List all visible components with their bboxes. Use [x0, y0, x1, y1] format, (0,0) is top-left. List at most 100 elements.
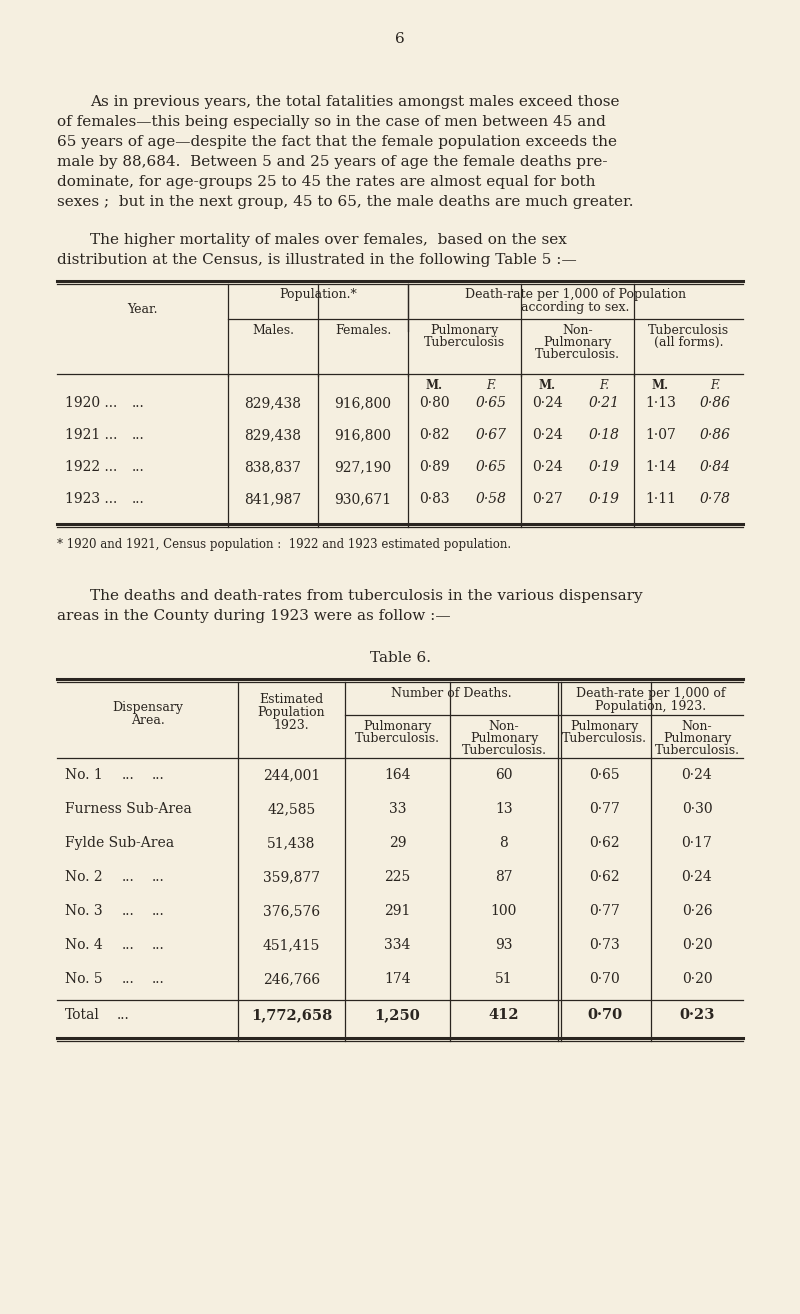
- Text: 8: 8: [500, 836, 508, 850]
- Text: 0·19: 0·19: [589, 460, 619, 474]
- Text: 930,671: 930,671: [334, 491, 391, 506]
- Text: Furness Sub-Area: Furness Sub-Area: [65, 802, 192, 816]
- Text: ...: ...: [132, 491, 145, 506]
- Text: Death-rate per 1,000 of Population: Death-rate per 1,000 of Population: [465, 288, 686, 301]
- Text: 13: 13: [495, 802, 513, 816]
- Text: Pulmonary: Pulmonary: [430, 325, 498, 336]
- Text: Population: Population: [258, 706, 326, 719]
- Text: Females.: Females.: [335, 325, 391, 336]
- Text: 0·86: 0·86: [699, 428, 730, 442]
- Text: 838,837: 838,837: [245, 460, 302, 474]
- Text: 1920 ...: 1920 ...: [65, 396, 118, 410]
- Text: 246,766: 246,766: [263, 972, 320, 986]
- Text: M.: M.: [426, 378, 443, 392]
- Text: 1·14: 1·14: [645, 460, 676, 474]
- Text: 1,772,658: 1,772,658: [251, 1008, 332, 1022]
- Text: 916,800: 916,800: [334, 428, 391, 442]
- Text: 0·20: 0·20: [682, 938, 712, 953]
- Text: male by 88,684.  Between 5 and 25 years of age the female deaths pre-: male by 88,684. Between 5 and 25 years o…: [57, 155, 607, 170]
- Text: 29: 29: [389, 836, 406, 850]
- Text: ...: ...: [122, 938, 134, 953]
- Text: Dispensary: Dispensary: [112, 700, 183, 714]
- Text: 0·70: 0·70: [587, 1008, 622, 1022]
- Text: ...: ...: [122, 870, 134, 884]
- Text: 0·24: 0·24: [532, 428, 563, 442]
- Text: F.: F.: [599, 378, 609, 392]
- Text: areas in the County during 1923 were as follow :—: areas in the County during 1923 were as …: [57, 608, 450, 623]
- Text: 0·27: 0·27: [532, 491, 563, 506]
- Text: 841,987: 841,987: [244, 491, 302, 506]
- Text: 0·70: 0·70: [589, 972, 620, 986]
- Text: ...: ...: [132, 396, 145, 410]
- Text: Pulmonary: Pulmonary: [363, 720, 432, 733]
- Text: No. 1: No. 1: [65, 767, 102, 782]
- Text: As in previous years, the total fatalities amongst males exceed those: As in previous years, the total fataliti…: [90, 95, 619, 109]
- Text: 0·18: 0·18: [589, 428, 619, 442]
- Text: ...: ...: [122, 904, 134, 918]
- Text: 0·77: 0·77: [589, 904, 620, 918]
- Text: 1·11: 1·11: [645, 491, 676, 506]
- Text: 829,438: 829,438: [245, 396, 302, 410]
- Text: 1,250: 1,250: [374, 1008, 420, 1022]
- Text: Pulmonary: Pulmonary: [570, 720, 638, 733]
- Text: 0·24: 0·24: [532, 460, 563, 474]
- Text: 33: 33: [389, 802, 406, 816]
- Text: 0·23: 0·23: [679, 1008, 714, 1022]
- Text: (all forms).: (all forms).: [654, 336, 723, 350]
- Text: No. 3: No. 3: [65, 904, 102, 918]
- Text: Non-: Non-: [682, 720, 712, 733]
- Text: Non-: Non-: [562, 325, 593, 336]
- Text: 0·17: 0·17: [682, 836, 713, 850]
- Text: Total: Total: [65, 1008, 100, 1022]
- Text: 0·65: 0·65: [589, 767, 620, 782]
- Text: distribution at the Census, is illustrated in the following Table 5 :—: distribution at the Census, is illustrat…: [57, 254, 577, 267]
- Text: 60: 60: [495, 767, 513, 782]
- Text: Pulmonary: Pulmonary: [543, 336, 612, 350]
- Text: Pulmonary: Pulmonary: [470, 732, 538, 745]
- Text: 0·65: 0·65: [475, 460, 506, 474]
- Text: 0·89: 0·89: [419, 460, 450, 474]
- Text: Death-rate per 1,000 of: Death-rate per 1,000 of: [576, 687, 726, 700]
- Text: Year.: Year.: [127, 304, 158, 315]
- Text: 829,438: 829,438: [245, 428, 302, 442]
- Text: 0·24: 0·24: [682, 767, 712, 782]
- Text: 916,800: 916,800: [334, 396, 391, 410]
- Text: ...: ...: [152, 938, 165, 953]
- Text: 1923 ...: 1923 ...: [65, 491, 118, 506]
- Text: No. 2: No. 2: [65, 870, 102, 884]
- Text: ...: ...: [117, 1008, 130, 1022]
- Text: M.: M.: [539, 378, 556, 392]
- Text: 0·78: 0·78: [699, 491, 730, 506]
- Text: ...: ...: [122, 972, 134, 986]
- Text: 0·62: 0·62: [589, 836, 620, 850]
- Text: 0·67: 0·67: [475, 428, 506, 442]
- Text: ...: ...: [132, 460, 145, 474]
- Text: 51: 51: [495, 972, 513, 986]
- Text: Tuberculosis.: Tuberculosis.: [535, 348, 620, 361]
- Text: 334: 334: [384, 938, 410, 953]
- Text: 359,877: 359,877: [263, 870, 320, 884]
- Text: 412: 412: [489, 1008, 519, 1022]
- Text: 376,576: 376,576: [263, 904, 320, 918]
- Text: 0·65: 0·65: [475, 396, 506, 410]
- Text: 0·26: 0·26: [682, 904, 712, 918]
- Text: Tuberculosis: Tuberculosis: [648, 325, 729, 336]
- Text: 0·24: 0·24: [532, 396, 563, 410]
- Text: Population.*: Population.*: [279, 288, 357, 301]
- Text: Fylde Sub-Area: Fylde Sub-Area: [65, 836, 174, 850]
- Text: Tuberculosis.: Tuberculosis.: [462, 744, 546, 757]
- Text: 0·62: 0·62: [589, 870, 620, 884]
- Text: 100: 100: [491, 904, 517, 918]
- Text: 451,415: 451,415: [263, 938, 320, 953]
- Text: 225: 225: [384, 870, 410, 884]
- Text: The higher mortality of males over females,  based on the sex: The higher mortality of males over femal…: [90, 233, 567, 247]
- Text: 0·19: 0·19: [589, 491, 619, 506]
- Text: 0·80: 0·80: [419, 396, 450, 410]
- Text: Estimated: Estimated: [259, 692, 324, 706]
- Text: M.: M.: [652, 378, 669, 392]
- Text: 87: 87: [495, 870, 513, 884]
- Text: 0·58: 0·58: [475, 491, 506, 506]
- Text: 164: 164: [384, 767, 410, 782]
- Text: The deaths and death-rates from tuberculosis in the various dispensary: The deaths and death-rates from tubercul…: [90, 589, 642, 603]
- Text: 6: 6: [395, 32, 405, 46]
